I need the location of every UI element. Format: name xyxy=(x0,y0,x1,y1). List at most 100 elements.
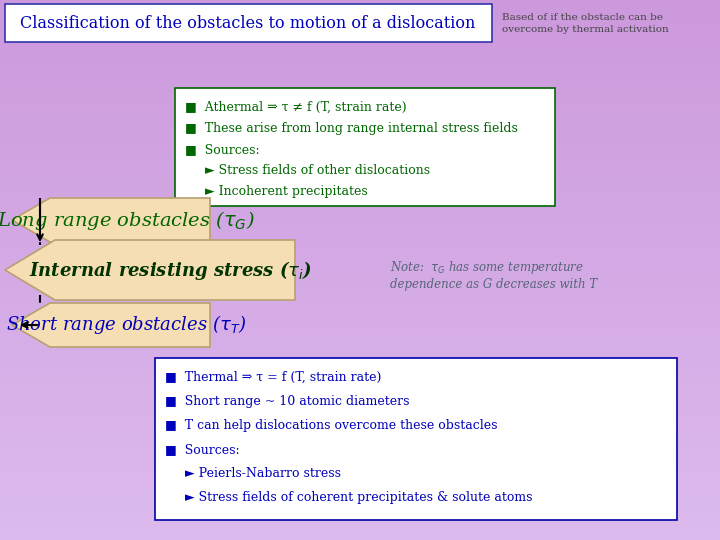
Bar xyxy=(0,465,720,474)
Bar xyxy=(0,33,720,42)
Bar xyxy=(0,399,720,406)
Text: ■  Sources:: ■ Sources: xyxy=(161,443,240,456)
Text: Classification of the obstacles to motion of a dislocation: Classification of the obstacles to motio… xyxy=(20,15,476,31)
Bar xyxy=(0,81,720,89)
Text: ► Incoherent precipitates: ► Incoherent precipitates xyxy=(181,185,368,198)
Bar xyxy=(0,128,720,136)
Bar xyxy=(0,216,720,224)
Bar xyxy=(0,291,720,298)
Bar xyxy=(0,20,720,28)
Bar xyxy=(0,270,720,278)
Bar xyxy=(0,108,720,116)
Bar xyxy=(0,338,720,345)
Bar xyxy=(0,6,720,15)
Bar xyxy=(0,384,720,393)
Polygon shape xyxy=(5,240,295,300)
Bar xyxy=(0,405,720,413)
Text: ► Stress fields of coherent precipitates & solute atoms: ► Stress fields of coherent precipitates… xyxy=(161,491,533,504)
Bar xyxy=(0,284,720,291)
Bar xyxy=(0,176,720,183)
Bar xyxy=(0,426,720,433)
Polygon shape xyxy=(12,198,210,242)
Text: Based of if the obstacle can be: Based of if the obstacle can be xyxy=(502,14,663,23)
Bar xyxy=(0,94,720,102)
Bar xyxy=(0,276,720,285)
Bar xyxy=(0,249,720,258)
Bar xyxy=(0,243,720,251)
Text: ■  T can help dislocations overcome these obstacles: ■ T can help dislocations overcome these… xyxy=(161,419,498,432)
Bar xyxy=(0,195,720,204)
Bar xyxy=(0,222,720,231)
Bar xyxy=(0,162,720,170)
Bar xyxy=(0,102,720,109)
Bar xyxy=(0,317,720,325)
Text: ■  Athermal ⇒ τ ≠ f (T, strain rate): ■ Athermal ⇒ τ ≠ f (T, strain rate) xyxy=(181,101,407,114)
Bar xyxy=(0,324,720,332)
Text: Internal resisting stress ($\tau_i$): Internal resisting stress ($\tau_i$) xyxy=(29,259,312,281)
Bar xyxy=(0,27,720,35)
Bar xyxy=(0,156,720,163)
Bar xyxy=(0,480,720,487)
Bar xyxy=(0,446,720,453)
Bar xyxy=(0,472,720,480)
Bar xyxy=(0,230,720,237)
Bar xyxy=(0,459,720,467)
Polygon shape xyxy=(12,303,210,347)
Bar xyxy=(0,392,720,399)
Text: ► Peierls-Nabarro stress: ► Peierls-Nabarro stress xyxy=(161,467,341,480)
Bar xyxy=(0,263,720,271)
FancyBboxPatch shape xyxy=(155,358,677,520)
Bar xyxy=(0,364,720,372)
Bar xyxy=(0,189,720,197)
Bar xyxy=(0,68,720,75)
Bar xyxy=(0,378,720,386)
Bar xyxy=(0,432,720,440)
Bar xyxy=(0,513,720,521)
Bar xyxy=(0,148,720,156)
Bar xyxy=(0,40,720,48)
Bar xyxy=(0,345,720,352)
Text: Short range obstacles ($\tau_T$): Short range obstacles ($\tau_T$) xyxy=(6,314,246,336)
Text: Long range obstacles ($\tau_G$): Long range obstacles ($\tau_G$) xyxy=(0,208,255,232)
Bar xyxy=(0,297,720,305)
Bar xyxy=(0,330,720,339)
Bar xyxy=(0,438,720,447)
Text: Note:  $\tau_G$ has some temperature
dependence as G decreases with T: Note: $\tau_G$ has some temperature depe… xyxy=(390,259,598,291)
Bar xyxy=(0,256,720,264)
Text: overcome by thermal activation: overcome by thermal activation xyxy=(502,25,669,35)
Bar xyxy=(0,47,720,55)
Bar xyxy=(0,303,720,312)
Bar xyxy=(0,453,720,460)
Bar xyxy=(0,418,720,426)
Bar xyxy=(0,202,720,210)
Bar xyxy=(0,74,720,82)
Bar xyxy=(0,135,720,143)
Bar xyxy=(0,534,720,540)
FancyBboxPatch shape xyxy=(175,88,555,206)
Bar xyxy=(0,14,720,21)
Bar xyxy=(0,500,720,507)
FancyBboxPatch shape xyxy=(5,4,492,42)
Bar xyxy=(0,357,720,366)
Bar xyxy=(0,486,720,494)
Bar xyxy=(0,0,720,8)
Bar xyxy=(0,519,720,528)
Bar xyxy=(0,122,720,129)
Bar xyxy=(0,209,720,217)
Bar xyxy=(0,310,720,318)
Bar xyxy=(0,237,720,244)
Bar xyxy=(0,87,720,96)
Bar xyxy=(0,351,720,359)
Text: ■  Short range ~ 10 atomic diameters: ■ Short range ~ 10 atomic diameters xyxy=(161,395,410,408)
Text: ■  Sources:: ■ Sources: xyxy=(181,143,260,156)
Bar xyxy=(0,115,720,123)
Bar xyxy=(0,183,720,190)
Bar xyxy=(0,60,720,69)
Text: ■  Thermal ⇒ τ = f (T, strain rate): ■ Thermal ⇒ τ = f (T, strain rate) xyxy=(161,371,382,384)
Bar xyxy=(0,372,720,379)
Bar xyxy=(0,168,720,177)
Text: ► Stress fields of other dislocations: ► Stress fields of other dislocations xyxy=(181,164,430,177)
Bar xyxy=(0,492,720,501)
Text: ■  These arise from long range internal stress fields: ■ These arise from long range internal s… xyxy=(181,122,518,135)
Bar xyxy=(0,411,720,420)
